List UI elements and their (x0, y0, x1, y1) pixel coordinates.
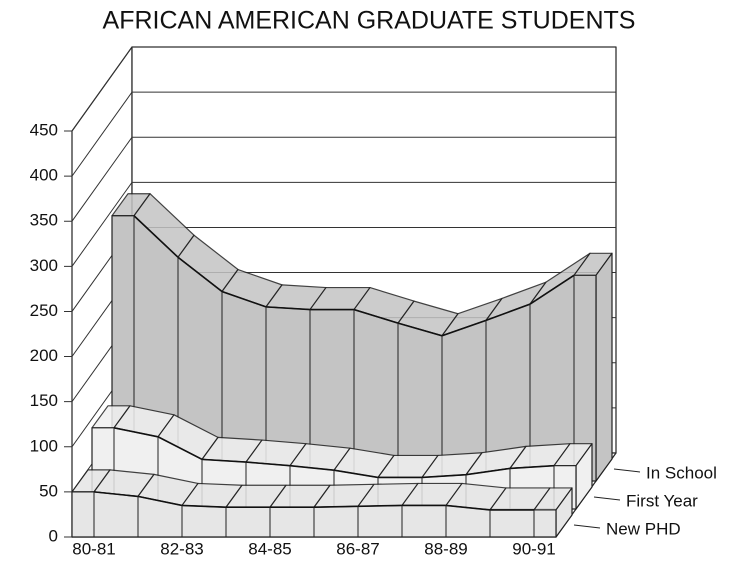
y-tick-label: 150 (30, 391, 58, 410)
legend-label: New PHD (606, 519, 681, 538)
y-tick-label: 350 (30, 211, 58, 230)
legend-label: First Year (626, 491, 698, 510)
chart-title: AFRICAN AMERICAN GRADUATE STUDENTS (103, 7, 636, 35)
x-tick-label: 88-89 (424, 539, 467, 558)
grid-line (64, 46, 616, 132)
grid-line (64, 226, 616, 312)
y-tick-label: 100 (30, 436, 58, 455)
y-tick-label: 250 (30, 301, 58, 320)
y-tick-label: 200 (30, 346, 58, 365)
grid-line (64, 181, 616, 267)
legend-label: In School (646, 463, 717, 482)
grid-line (64, 91, 616, 177)
legend-leader (593, 496, 621, 501)
y-tick-label: 50 (39, 481, 58, 500)
x-tick-label: 80-81 (72, 539, 115, 558)
y-tick-label: 400 (30, 166, 58, 185)
y-tick-label: 300 (30, 256, 58, 275)
grid-line (64, 136, 616, 222)
x-tick-label: 84-85 (248, 539, 291, 558)
legend-leader (613, 468, 641, 473)
x-tick-label: 86-87 (336, 539, 379, 558)
x-tick-label: 90-91 (512, 539, 555, 558)
y-tick-label: 0 (49, 526, 58, 545)
grid-line (64, 272, 616, 358)
x-tick-label: 82-83 (160, 539, 203, 558)
y-tick-label: 450 (30, 120, 58, 139)
ribbon-end (595, 252, 613, 482)
legend-leader (573, 524, 601, 529)
